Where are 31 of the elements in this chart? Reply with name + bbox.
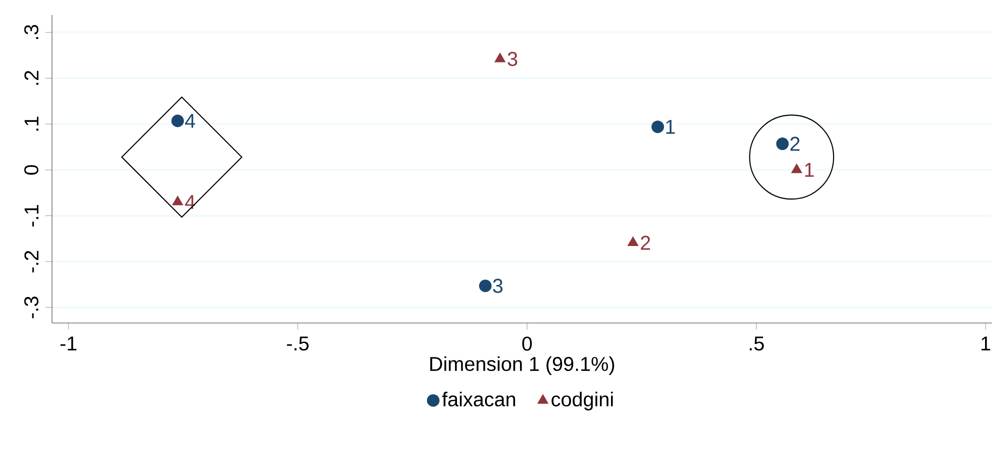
annotation: 4: [185, 114, 196, 128]
annotation: 1: [666, 120, 675, 134]
point: [776, 138, 789, 150]
y-tick-label: .3: [24, 24, 38, 39]
y-tick-label: -.1: [24, 205, 38, 227]
x-tick-label: -.5: [286, 336, 309, 351]
y-tick-label: .1: [24, 116, 38, 131]
y-tick-label: -.2: [24, 250, 38, 272]
point: [172, 196, 184, 206]
annotation: 4: [185, 195, 196, 209]
annotation: 1: [805, 163, 814, 177]
point: [651, 120, 664, 134]
x-axis-title: Dimension 1 (99.1%): [430, 356, 614, 375]
annotation: 2: [790, 136, 800, 151]
x-tick-label: -1: [60, 336, 76, 350]
point: [171, 114, 184, 128]
y-tick-label: .2: [24, 70, 38, 85]
annotation: 2: [640, 236, 650, 250]
point: [791, 164, 802, 174]
x-tick-label: 0: [522, 336, 532, 351]
point: [479, 280, 492, 292]
x-tick-label: .5: [750, 336, 764, 351]
y-tick-label: -.3: [24, 296, 38, 318]
annotation: 3: [508, 52, 518, 66]
legend-label: faixacan: [442, 392, 516, 406]
y-tick-label: 0: [24, 165, 38, 175]
point: [494, 52, 506, 62]
x-tick-label: 1: [982, 336, 990, 350]
point: [628, 236, 638, 246]
annotation: 3: [493, 278, 503, 293]
legend-label: codgini: [552, 392, 613, 410]
